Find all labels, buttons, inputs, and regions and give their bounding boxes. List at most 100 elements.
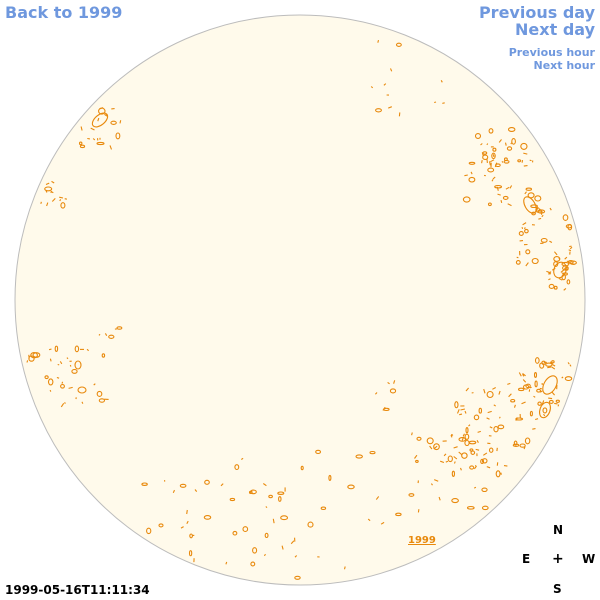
contour-mark — [28, 355, 35, 362]
next-day-link[interactable]: Next day — [515, 20, 595, 39]
contour-mark — [61, 381, 64, 384]
contour-mark — [503, 465, 508, 467]
contour-mark — [549, 207, 552, 211]
compass-west: W — [582, 552, 596, 566]
contour-mark — [547, 366, 552, 369]
contour-mark — [440, 460, 445, 464]
contour-mark — [553, 251, 558, 256]
contour-mark — [68, 386, 73, 389]
contour-mark — [415, 459, 419, 463]
magnetogram-contours — [26, 39, 577, 580]
contour-mark — [523, 152, 528, 155]
contour-mark — [79, 144, 86, 149]
contour-mark — [534, 380, 538, 388]
contour-mark — [98, 333, 101, 336]
contour-mark — [475, 448, 480, 451]
contour-mark — [104, 333, 108, 336]
contour-mark — [44, 186, 53, 192]
contour-mark — [510, 398, 516, 403]
contour-mark — [382, 406, 386, 411]
contour-mark — [539, 390, 543, 393]
contour-mark — [486, 466, 491, 469]
next-hour-link[interactable]: Next hour — [533, 59, 596, 72]
back-to-year-link[interactable]: Back to 1999 — [5, 3, 123, 22]
contour-mark — [249, 489, 257, 495]
contour-mark — [466, 505, 475, 510]
contour-mark — [395, 512, 402, 517]
contour-mark — [315, 449, 322, 455]
previous-hour-link[interactable]: Previous hour — [508, 46, 595, 59]
contour-mark — [78, 141, 83, 146]
contour-mark — [465, 426, 469, 434]
previous-day-link[interactable]: Previous day — [478, 3, 595, 22]
contour-mark — [60, 402, 65, 408]
contour-mark — [229, 497, 236, 502]
contour-mark — [469, 465, 475, 470]
contour-loop — [77, 386, 87, 394]
contour-mark — [525, 262, 529, 267]
contour-mark — [101, 353, 106, 358]
contour-loop — [539, 401, 551, 419]
contour-mark — [513, 440, 518, 446]
contour-mark — [96, 390, 103, 397]
contour-mark — [454, 401, 459, 409]
contour-mark — [492, 176, 496, 180]
contour-mark — [81, 401, 84, 404]
contour-mark — [500, 472, 502, 475]
contour-mark — [523, 165, 528, 167]
contour-loop — [553, 261, 567, 279]
contour-mark — [520, 142, 528, 150]
contour-mark — [513, 404, 516, 408]
contour-mark — [59, 196, 64, 199]
contour-mark — [367, 518, 371, 522]
contour-mark — [480, 143, 483, 146]
contour-mark — [438, 496, 441, 501]
contour-mark — [509, 185, 513, 189]
contour-mark — [141, 482, 148, 486]
contour-mark — [518, 372, 522, 377]
contour-mark — [464, 174, 468, 177]
contour-mark — [494, 162, 498, 168]
contour-mark — [548, 278, 551, 281]
contour-mark — [46, 202, 49, 207]
contour-mark — [545, 362, 553, 367]
contour-mark — [483, 388, 486, 394]
contour-mark — [433, 443, 440, 451]
contour-mark — [445, 460, 449, 463]
contour-mark — [563, 287, 567, 291]
year-link[interactable]: 1999 — [408, 535, 436, 546]
contour-mark — [524, 437, 531, 445]
contour-mark — [533, 395, 536, 398]
contour-mark — [49, 358, 52, 362]
contour-mark — [497, 193, 501, 196]
contour-mark — [97, 117, 100, 122]
contour-mark — [464, 410, 467, 414]
contour-mark — [493, 426, 499, 433]
contour-mark — [186, 520, 189, 525]
contour-mark — [264, 532, 269, 539]
contour-mark — [414, 454, 418, 459]
contour-mark — [511, 138, 516, 145]
contour-mark — [541, 360, 546, 365]
contour-mark — [389, 388, 397, 394]
contour-mark — [252, 547, 258, 554]
compass-center: + — [552, 551, 564, 567]
contour-mark — [473, 486, 477, 489]
contour-mark — [553, 285, 558, 290]
contour-mark — [534, 357, 540, 364]
contour-mark — [468, 424, 471, 427]
contour-mark — [429, 445, 433, 450]
contour-mark — [517, 159, 522, 163]
contour-mark — [504, 142, 507, 146]
contour-mark — [374, 392, 378, 395]
contour-mark — [416, 436, 422, 441]
contour-mark — [172, 489, 176, 494]
contour-mark — [220, 483, 224, 487]
contour-mark — [497, 424, 505, 430]
contour-mark — [459, 467, 462, 471]
contour-mark — [74, 345, 80, 353]
contour-mark — [281, 545, 284, 550]
contour-mark — [204, 479, 210, 485]
